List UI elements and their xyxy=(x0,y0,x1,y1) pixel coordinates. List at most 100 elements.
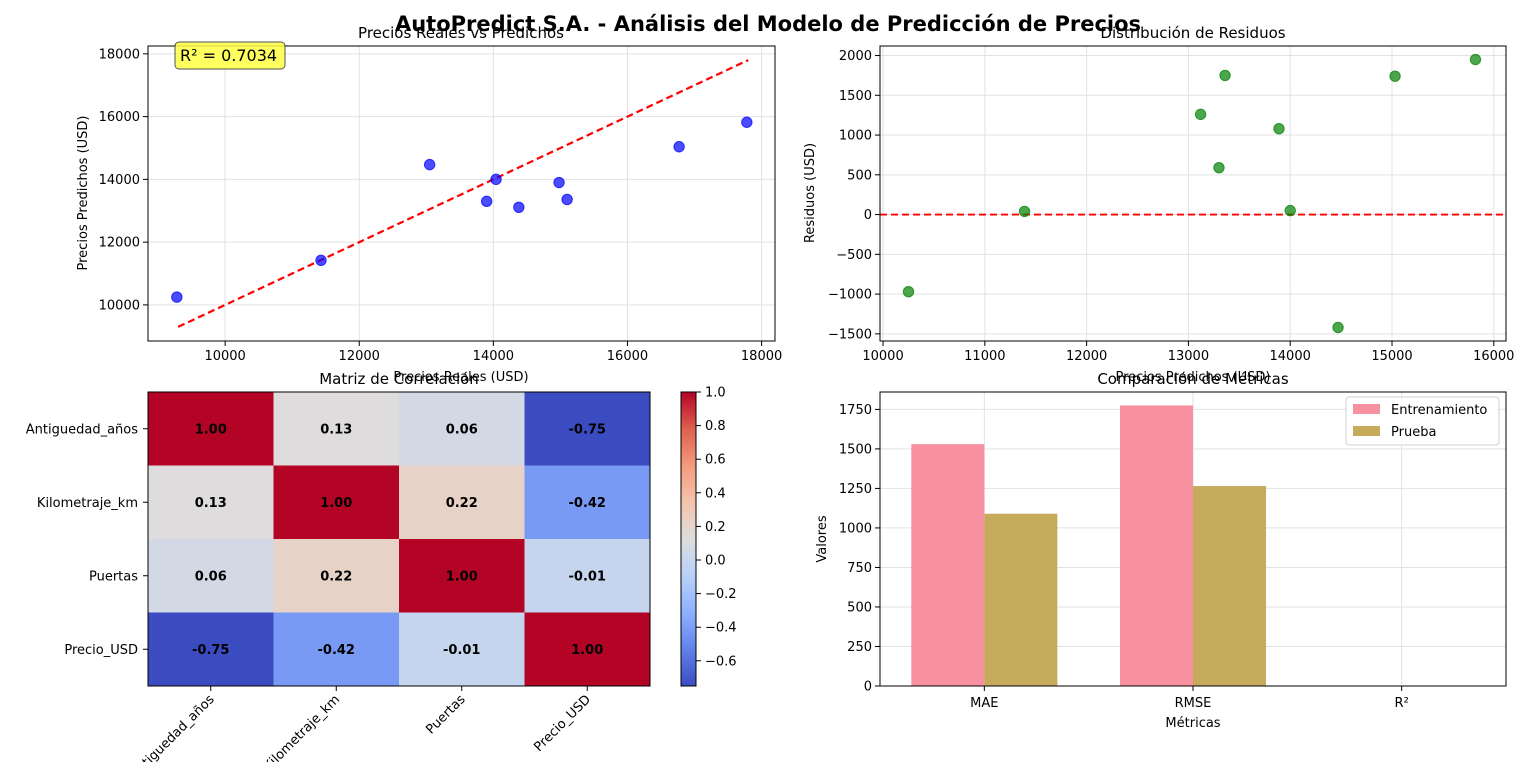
c4-ytick-label-4: 1000 xyxy=(839,521,872,536)
c3-colorbar-tick-label-2: 0.6 xyxy=(705,453,726,468)
c3-xtick-label-2: Puertas xyxy=(423,692,468,737)
c2-ytick-label-7: 2000 xyxy=(839,49,872,64)
c3-cell-1-1 xyxy=(273,465,400,540)
c1-point-4 xyxy=(490,173,502,186)
c2-point-6 xyxy=(1284,204,1296,217)
c3-cell-0-3 xyxy=(524,392,651,466)
c2-ytick-label-5: 1000 xyxy=(839,129,872,144)
c4-legend-frame xyxy=(1345,396,1500,446)
c2-point-5 xyxy=(1273,122,1285,135)
c2-xtick-label-3: 13000 xyxy=(1168,349,1209,364)
c3-cell-value-0-2: 0.06 xyxy=(446,422,478,437)
c3-colorbar-tick-label-6: −0.2 xyxy=(705,587,737,602)
c3-ytick-label-3: Precio_USD xyxy=(64,643,138,658)
c1-ytick-label-4: 18000 xyxy=(99,47,140,62)
c2-grid xyxy=(880,46,1506,341)
c4-ytick-label-3: 750 xyxy=(847,561,872,576)
c3-xtick-label-0: Antiguedad_años xyxy=(128,692,218,762)
c2-xtick-label-2: 12000 xyxy=(1066,349,1107,364)
chart-actual-vs-predicted: 10000 12000 14000 16000 18000 10000 12000 14000… xyxy=(76,24,782,385)
c4-xtick-label-0: MAE xyxy=(970,696,998,711)
c2-points xyxy=(902,53,1482,334)
c3-ytick-label-2: Puertas xyxy=(89,569,138,584)
c1-xtick-label-3: 16000 xyxy=(607,349,648,364)
c1-ytick-label-2: 14000 xyxy=(99,173,140,188)
c3-cell-3-0 xyxy=(148,612,274,687)
c1-ytick-label-0: 10000 xyxy=(99,298,140,313)
c4-bar-1-1 xyxy=(1193,486,1267,686)
c1-point-3 xyxy=(480,195,493,208)
c3-cell-value-1-2: 0.22 xyxy=(446,496,478,511)
c3-colorbar-tick-label-5: 0.0 xyxy=(705,554,726,569)
c4-legend-swatch-test xyxy=(1353,426,1380,436)
c1-point-8 xyxy=(673,141,685,153)
c4-xlabel: Métricas xyxy=(1165,716,1220,731)
c1-ticks: 10000 12000 14000 16000 18000 10000 12000 14000… xyxy=(99,47,783,364)
c3-cell-1-3 xyxy=(524,465,651,540)
c1-annotation-bg xyxy=(174,41,286,70)
c4-ytick-label-1: 250 xyxy=(847,640,872,655)
c3-cell-value-3-1: -0.42 xyxy=(318,643,355,658)
c1-xtick-label-1: 12000 xyxy=(339,349,380,364)
c3-colorbar-tick-label-7: −0.4 xyxy=(705,621,737,636)
c1-axes-frame xyxy=(147,45,776,342)
c1-point-5 xyxy=(513,201,525,214)
c4-legend-label-train: Entrenamiento xyxy=(1391,403,1487,418)
c3-xtick-label-1: Kilometraje_km xyxy=(261,692,343,762)
c4-ytick-label-5: 1250 xyxy=(839,482,872,497)
c4-ytick-label-2: 500 xyxy=(847,600,872,615)
c3-cell-value-1-1: 1.00 xyxy=(320,496,352,511)
c4-bar-0-1 xyxy=(1119,405,1193,686)
c1-point-7 xyxy=(561,193,573,206)
c2-ytick-label-4: 500 xyxy=(847,168,872,183)
c3-cell-0-1 xyxy=(273,392,400,466)
c3-cell-3-2 xyxy=(399,612,525,687)
c3-colorbar-tick-label-8: −0.6 xyxy=(705,654,737,669)
c3-cell-1-0 xyxy=(148,465,274,540)
c3-cell-value-3-0: -0.75 xyxy=(192,643,229,658)
c2-axes-frame xyxy=(879,45,1507,342)
figure-suptitle: AutoPredict S.A. - Análisis del Modelo d… xyxy=(395,12,1141,36)
c3-cell-3-3 xyxy=(524,612,651,687)
c3-cell-value-3-3: 1.00 xyxy=(571,643,603,658)
c3-cell-2-0 xyxy=(148,539,274,613)
c3-cell-value-0-1: 0.13 xyxy=(320,422,352,437)
c3-cell-value-2-0: 0.06 xyxy=(195,569,227,584)
c2-ytick-label-2: −500 xyxy=(836,248,872,263)
c4-title: Comparación de Métricas xyxy=(1097,370,1289,388)
c1-annotation-box: R² = 0.7034 xyxy=(174,41,286,70)
c1-grid xyxy=(148,46,775,341)
c2-point-3 xyxy=(1213,161,1225,174)
c1-reference-line xyxy=(177,59,749,328)
c2-point-0 xyxy=(902,286,915,298)
c2-xtick-label-1: 11000 xyxy=(964,349,1005,364)
c1-point-2 xyxy=(423,158,436,171)
c3-cell-value-0-3: -0.75 xyxy=(569,422,606,437)
c3-cell-3-1 xyxy=(273,612,400,687)
c1-annotation: R² = 0.7034 xyxy=(180,46,277,65)
c3-colorbar-tick-label-3: 0.4 xyxy=(705,486,726,501)
c3-colorbar-tick-label-0: 1.0 xyxy=(705,386,726,401)
c1-xlabel: Precios Reales (USD) xyxy=(393,370,528,385)
c4-legend-swatch-train xyxy=(1353,404,1380,414)
c3-colorbar-tick-label-1: 0.8 xyxy=(705,419,726,434)
c3-cell-value-2-3: -0.01 xyxy=(569,569,606,584)
c4-bar-1-0 xyxy=(984,513,1058,686)
c4-xtick-label-1: RMSE xyxy=(1175,696,1212,711)
chart-residuals: 10000 11000 12000 13000 14000 15000 16000−1500… xyxy=(803,24,1514,385)
c2-ticks: 10000 11000 12000 13000 14000 15000 16000−1500… xyxy=(828,49,1514,364)
c4-xtick-label-2: R² xyxy=(1395,696,1409,711)
c2-xlabel: Precios Predichos (USD) xyxy=(1116,370,1271,385)
c2-point-2 xyxy=(1194,108,1207,121)
c4-ytick-label-7: 1750 xyxy=(839,403,872,418)
c3-cell-value-3-2: -0.01 xyxy=(443,643,480,658)
c3-xtick-label-3: Precio_USD xyxy=(531,692,594,755)
c2-point-1 xyxy=(1018,205,1031,218)
c1-ytick-label-1: 12000 xyxy=(99,236,140,251)
c1-point-1 xyxy=(315,254,327,267)
c1-title: Precios Reales vs Predichos xyxy=(358,24,564,42)
c4-bars xyxy=(911,405,1475,686)
c2-title: Distribución de Residuos xyxy=(1100,24,1285,42)
c3-cell-value-1-0: 0.13 xyxy=(195,496,227,511)
c4-ytick-label-6: 1500 xyxy=(839,442,872,457)
